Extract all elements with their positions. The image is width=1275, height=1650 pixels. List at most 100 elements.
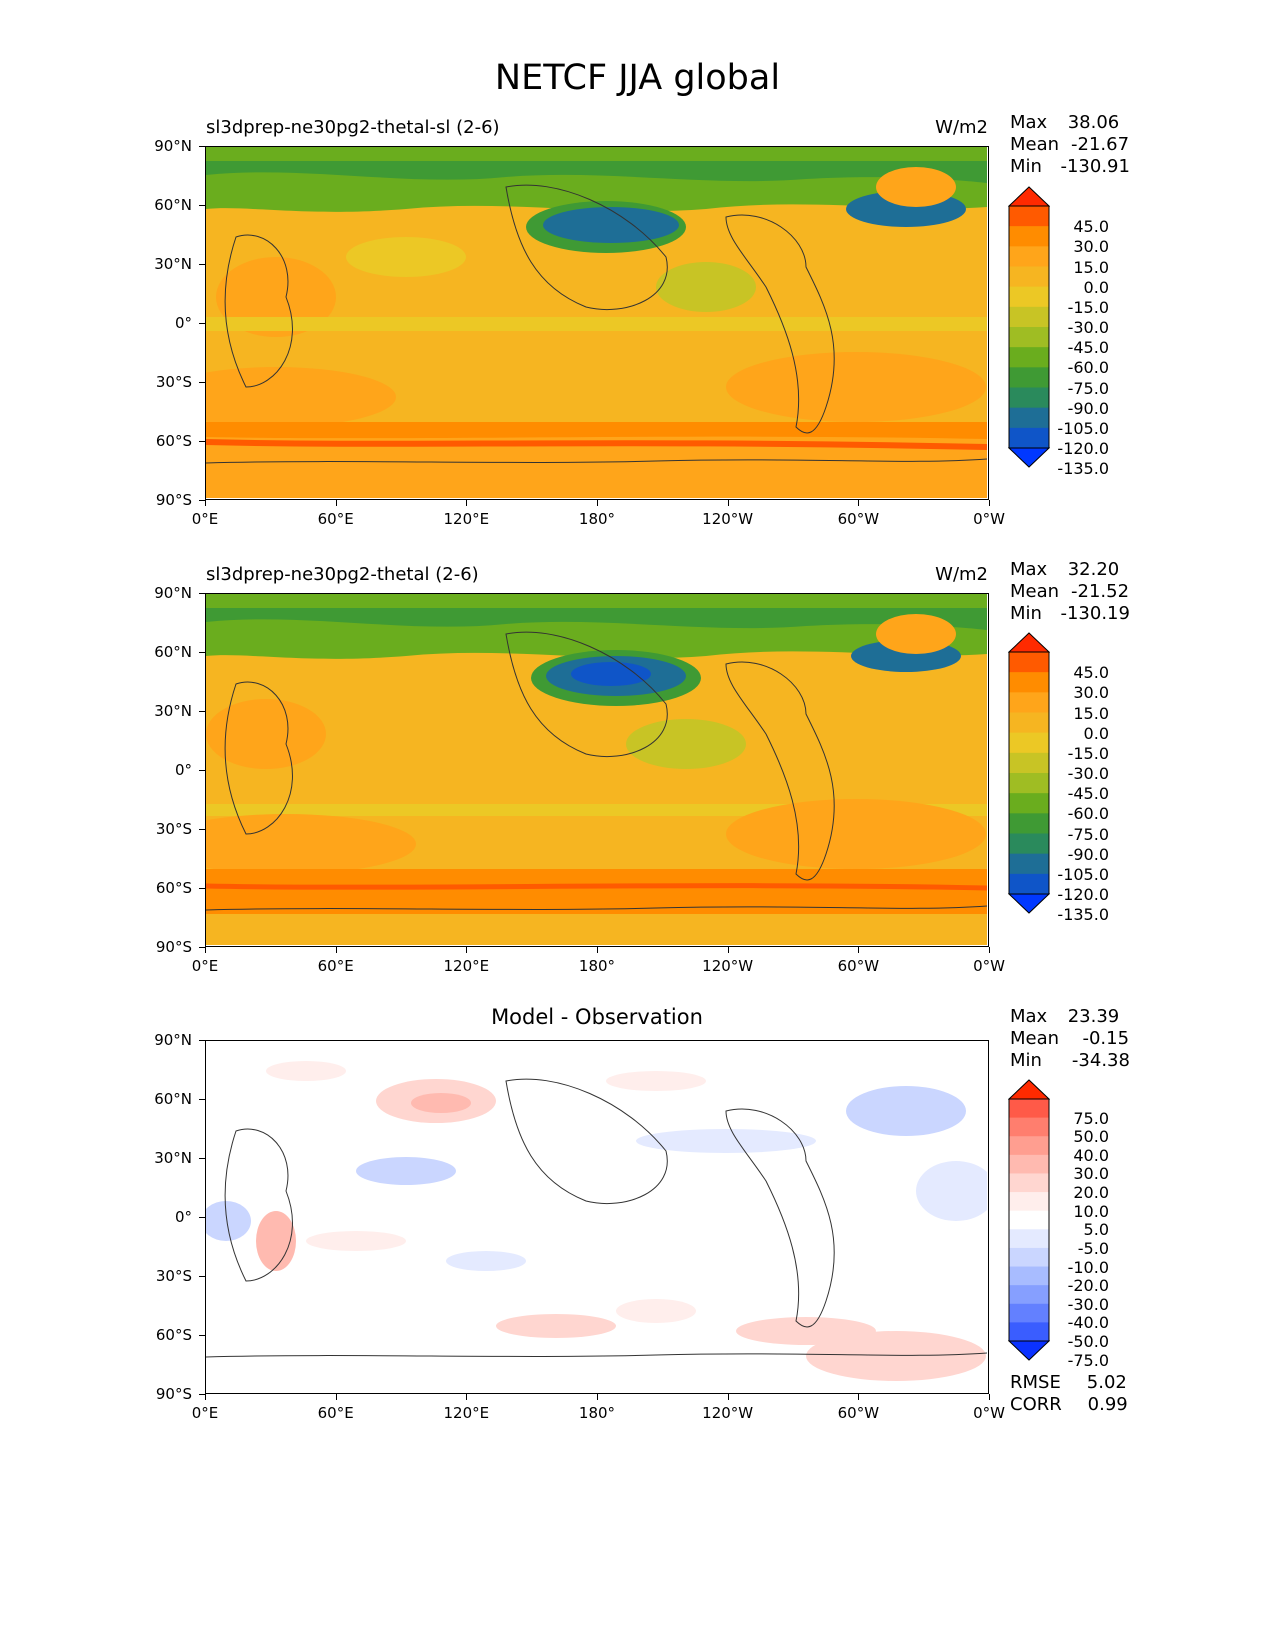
lon-tick-mark [727,1394,729,1400]
lat-tick-label: 30°S [155,373,192,391]
panel1-mean: -21.67 [1071,134,1130,155]
lat-tick-label: 30°S [155,1267,192,1285]
lat-tick-mark [199,1158,205,1159]
colorbar-label: 0.0 [1083,723,1109,743]
lon-tick-label: 0°E [191,1404,219,1422]
panel3-max-label: Max [1010,1006,1048,1027]
colorbar-extend-max [1008,186,1050,207]
lat-tick-mark [199,1040,205,1041]
lon-tick-mark [466,500,468,506]
lat-tick-label: 90°N [154,584,192,602]
lon-tick-label: 180° [578,1404,616,1422]
panel1-units: W/m2 [935,117,988,138]
colorbar-segment [1009,286,1049,308]
panel2-map-fill [206,594,987,945]
lon-tick-mark [335,1394,337,1400]
colorbar-label: -30.0 [1067,1294,1109,1314]
lon-tick-label: 60°W [837,510,880,528]
colorbar-label: 15.0 [1073,257,1109,277]
lon-tick-label: 0°W [973,510,1005,528]
lat-tick-label: 60°S [155,879,192,897]
lon-tick-label: 120°W [702,1404,754,1422]
lat-tick-label: 30°N [154,1149,192,1167]
colorbar-label: -15.0 [1067,743,1109,763]
colorbar-segment [1009,1099,1049,1119]
lon-tick-mark [989,1394,990,1400]
lon-tick-mark [205,500,206,506]
colorbar-segment [1009,1247,1049,1268]
colorbar-segment [1009,1229,1049,1249]
panel1-map [205,146,989,500]
panel1-stats: Max 38.06 Mean -21.67 Min -130.91 [1010,112,1130,178]
colorbar-extend-max [1008,632,1050,653]
rmse-value: 5.02 [1086,1372,1127,1393]
colorbar-label: -5.0 [1077,1238,1109,1258]
colorbar-outline [1008,1098,1050,1342]
colorbar-segment [1009,712,1049,734]
colorbar-segment [1009,672,1049,693]
colorbar-label: 30.0 [1073,237,1109,257]
panel2-max-label: Max [1010,559,1048,580]
colorbar-label: -105.0 [1057,864,1109,884]
lon-tick-mark [335,947,337,953]
lon-tick-label: 120°E [443,957,490,975]
lat-tick-mark [199,888,205,889]
panel2-mean-label: Mean [1010,581,1060,602]
lat-tick-mark [199,441,205,442]
panel1-max: 38.06 [1067,112,1120,133]
panel1-map-fill [206,147,987,498]
lat-tick-mark [199,593,205,594]
colorbar-segment [1009,347,1049,368]
panel1-colorbar [1008,186,1050,468]
colorbar-label: -20.0 [1067,1276,1109,1296]
colorbar-label: -45.0 [1067,338,1109,358]
colorbar-label: -75.0 [1067,1350,1109,1370]
colorbar-segment [1009,1266,1049,1286]
lat-tick-mark [199,264,205,265]
panel3-extra-stats: RMSE 5.02 CORR 0.99 [1010,1372,1128,1416]
lat-tick-label: 90°S [155,1385,192,1403]
colorbar-segment [1009,387,1049,409]
colorbar-label: -120.0 [1057,439,1109,458]
lon-tick-label: 180° [578,957,616,975]
lat-tick-mark [199,711,205,712]
colorbar-label: -135.0 [1057,905,1109,925]
colorbar-label: -60.0 [1067,358,1109,378]
colorbar-segment [1009,873,1049,895]
colorbar-segment [1009,1173,1049,1193]
lon-tick-mark [597,500,598,506]
colorbar-label: -75.0 [1067,378,1109,398]
colorbar-segment [1009,1210,1049,1230]
lat-tick-mark [199,323,205,324]
panel1-max-label: Max [1010,112,1048,133]
lon-tick-label: 60°W [837,957,880,975]
lat-tick-label: 0° [174,314,192,332]
colorbar-segment [1009,692,1049,713]
colorbar-segment [1009,367,1049,388]
colorbar-segment [1009,407,1049,429]
lat-tick-mark [199,1276,205,1277]
lon-tick-mark [858,947,860,953]
lon-tick-mark [727,500,729,506]
lat-tick-label: 30°N [154,255,192,273]
colorbar-segment [1009,773,1049,794]
panel1-min: -130.91 [1060,156,1130,177]
corr-value: 0.99 [1087,1394,1128,1415]
lat-tick-mark [199,205,205,206]
lon-tick-label: 180° [578,510,616,528]
colorbar-label: -30.0 [1067,318,1109,337]
colorbar-label: 10.0 [1073,1201,1109,1221]
panel3-mean: -0.15 [1082,1028,1130,1049]
colorbar-label: 45.0 [1073,663,1109,683]
colorbar-segment [1009,1154,1049,1174]
lat-tick-label: 60°S [155,1326,192,1344]
lon-tick-label: 120°W [702,957,754,975]
lon-tick-label: 60°W [837,1404,880,1422]
lon-tick-label: 120°E [443,510,490,528]
colorbar-segment [1009,652,1049,673]
colorbar-segment [1009,266,1049,288]
panel2-min: -130.19 [1060,603,1130,624]
lat-tick-label: 60°N [154,196,192,214]
colorbar-segment [1009,1322,1049,1342]
lon-tick-mark [205,1394,206,1400]
